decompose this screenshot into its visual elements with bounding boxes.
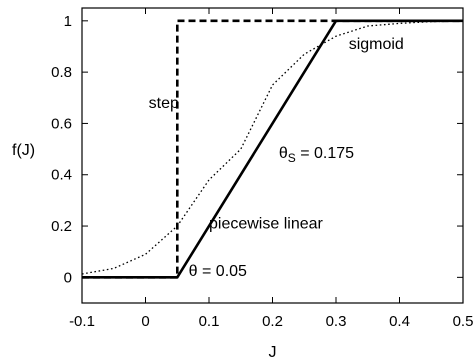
annotation-theta: θ = 0.05: [189, 263, 247, 280]
x-tick-label: 0.1: [199, 313, 220, 330]
series-step-line: [82, 19, 463, 279]
y-tick-label: 0.8: [51, 64, 72, 81]
series-sigmoid-line: [81, 20, 464, 275]
annotation-sigmoid: sigmoid: [349, 36, 404, 53]
x-tick-label: 0.5: [453, 313, 474, 330]
y-tick-label: 0.4: [51, 167, 72, 184]
x-tick-label: 0: [141, 313, 149, 330]
x-tick-label: 0.3: [326, 313, 347, 330]
y-tick-label: 0.6: [51, 115, 72, 132]
y-tick-label: 1: [64, 13, 72, 30]
theta-s-subscript: S: [288, 151, 296, 165]
x-axis-label: J: [269, 344, 277, 361]
series-piecewise-linear-line: [82, 19, 463, 279]
x-tick-label: 0.4: [389, 313, 410, 330]
plot-frame: [81, 7, 464, 304]
theta-s-symbol: θ: [279, 145, 288, 162]
x-tick-label: 0.2: [262, 313, 283, 330]
y-tick-label: 0: [64, 269, 72, 286]
ticks: [81, 8, 464, 303]
x-tick-label: -0.1: [69, 313, 95, 330]
series-group: [81, 19, 464, 279]
y-axis-label: f(J): [12, 142, 35, 159]
annotation-step: step: [149, 95, 179, 112]
theta-s-value: = 0.175: [296, 145, 354, 162]
annotation-theta-s: θS = 0.175: [279, 145, 354, 165]
y-tick-label: 0.2: [51, 218, 72, 235]
tick-labels: -0.1 0 0.1 0.2 0.3 0.4 0.5 0 0.2 0.4 0.6 0.8 1: [51, 13, 473, 330]
annotation-piecewise-linear: piecewise linear: [209, 216, 324, 233]
